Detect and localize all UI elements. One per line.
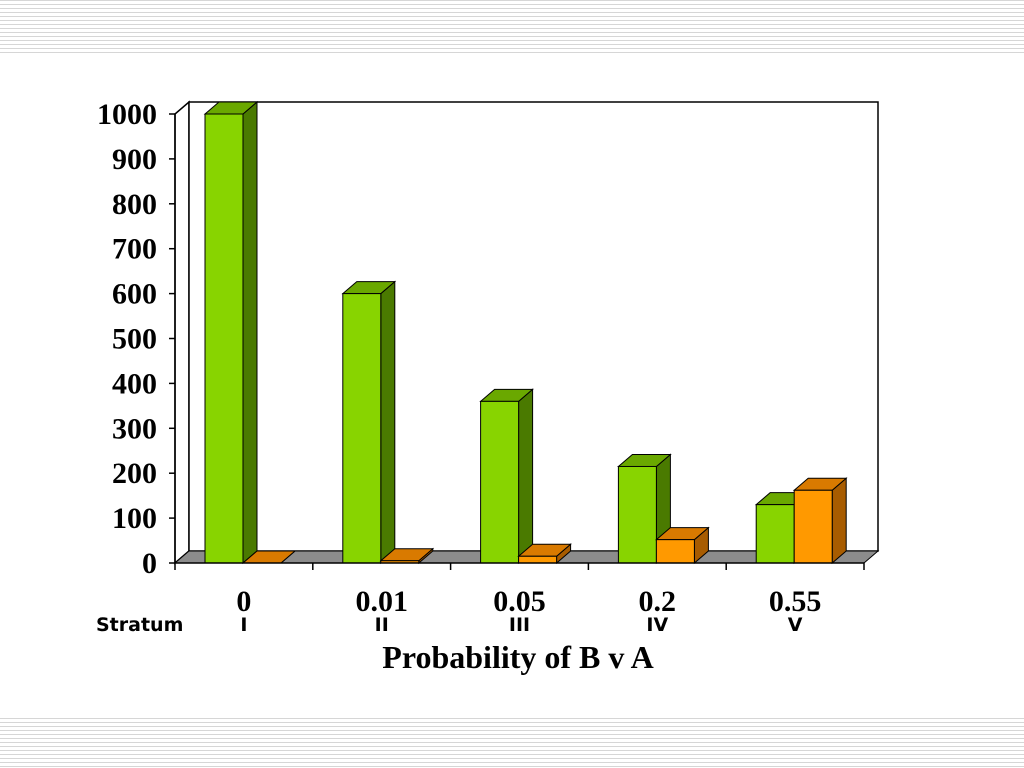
bar-side: [242, 100, 258, 565]
bar: [517, 543, 572, 565]
x-tick-label: 0.2: [639, 585, 677, 618]
bar-front: [655, 539, 695, 564]
x-tick-label: 0.05: [493, 585, 546, 618]
x-tick-label: 0.01: [355, 585, 408, 618]
back-wall: [188, 101, 879, 552]
bar: [655, 526, 710, 565]
bar-front: [204, 113, 244, 564]
stratum-roman-label: IV: [646, 614, 668, 636]
y-tick-label: 600: [112, 278, 157, 311]
bar: [617, 453, 672, 565]
stratum-label: Stratum: [96, 614, 183, 636]
y-tick-label: 100: [112, 502, 157, 535]
stratum-roman-label: II: [375, 614, 389, 636]
bar-side: [831, 477, 847, 565]
bar-front: [793, 489, 833, 564]
y-axis-ticks: 0 100 200 300 400 500 600 700 800 900 1000: [97, 98, 176, 580]
bar-side: [518, 388, 534, 565]
bar-front: [518, 555, 558, 564]
bar-front: [480, 400, 520, 564]
x-axis-label: Probability of B v A: [382, 639, 653, 675]
bar: [341, 280, 397, 565]
plot-frame: [174, 100, 879, 565]
y-tick-label: 200: [112, 457, 157, 490]
bar: [479, 388, 534, 565]
bar-front: [342, 293, 382, 564]
y-tick-label: 400: [112, 367, 157, 400]
x-tick-label: 0.55: [769, 585, 822, 618]
stratum-labels: I II III IV V: [240, 614, 802, 636]
stratum-roman-label: V: [788, 614, 803, 636]
y-tick-label: 700: [112, 233, 157, 266]
left-wall: [174, 100, 190, 565]
x-tick-label: 0: [236, 585, 251, 618]
stratum-roman-label: I: [240, 614, 247, 636]
bar-front: [755, 504, 795, 564]
y-tick-label: 500: [112, 323, 157, 356]
y-tick-label: 0: [142, 547, 157, 580]
y-tick-label: 1000: [97, 98, 157, 131]
y-tick-label: 300: [112, 412, 157, 445]
x-axis-ticks: 0 0.01 0.05 0.2 0.55: [174, 562, 865, 618]
bar-side: [380, 280, 396, 565]
stratum-roman-label: III: [509, 614, 530, 636]
bottom-stripes: [0, 718, 1024, 768]
bar-front: [617, 465, 657, 564]
bars: [203, 100, 848, 565]
bar: [203, 100, 259, 565]
bar: [792, 477, 848, 565]
top-stripes: [0, 0, 1024, 54]
y-tick-label: 800: [112, 188, 157, 221]
y-tick-label: 900: [112, 143, 157, 176]
